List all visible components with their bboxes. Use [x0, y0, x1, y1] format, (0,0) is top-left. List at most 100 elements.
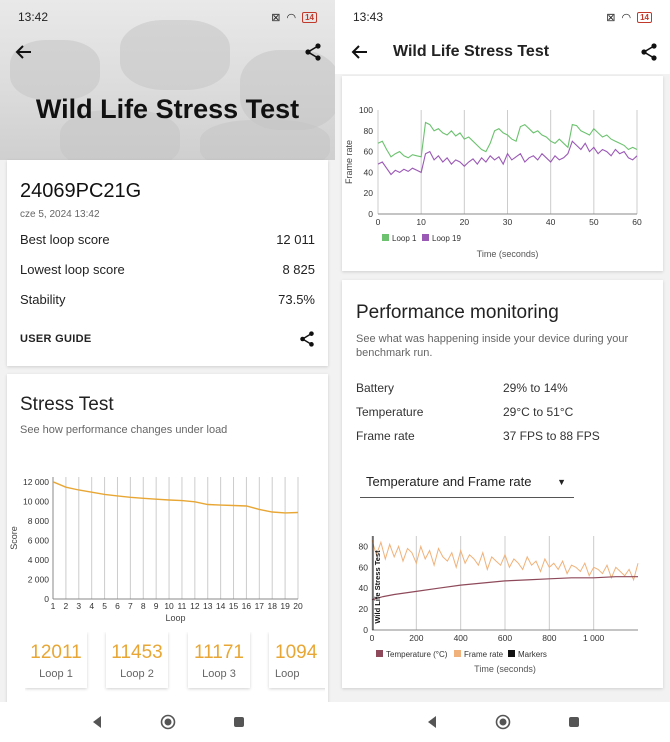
- nav-recents-icon[interactable]: [232, 715, 246, 729]
- perf-value: 29% to 14%: [503, 381, 568, 395]
- wifi-icon: ◠: [286, 11, 297, 24]
- summary-row: Best loop score 12 011: [20, 232, 315, 247]
- perf-label: Battery: [356, 381, 395, 395]
- frame-rate-chart: 0 10 20 30 40 50 60 0 20 40 60 80 100 Frame rate Loop …: [344, 105, 642, 259]
- x-tick-label: 10: [164, 601, 174, 611]
- no-sim-icon: ⊠: [271, 11, 281, 24]
- app-bar: Wild Life Stress Test: [335, 30, 670, 74]
- x-axis-label: Time (seconds): [477, 249, 539, 259]
- device-name: 24069PC21G: [20, 180, 142, 202]
- summary-card: 24069PC21G cze 5, 2024 13:42 Best loop s…: [7, 160, 328, 366]
- loop-card[interactable]: 1094 Loop: [269, 632, 325, 688]
- summary-value: 8 825: [282, 262, 315, 277]
- summary-value: 73.5%: [278, 292, 315, 307]
- right-screen: 13:43 ⊠ ◠ 14 Wild Life Stress Test 0 10 20…: [335, 0, 670, 742]
- x-tick-label: 7: [128, 601, 133, 611]
- y-tick-label: 80: [359, 541, 369, 551]
- performance-card: Performance monitoring See what was happ…: [342, 280, 663, 688]
- x-tick-label: 2: [64, 601, 69, 611]
- loop-score: 12011: [30, 642, 82, 663]
- loop-card[interactable]: 11171 Loop 3: [188, 632, 250, 688]
- x-tick-label: 12: [190, 601, 200, 611]
- y-tick-label: 8 000: [28, 516, 50, 526]
- x-tick-label: 18: [267, 601, 277, 611]
- perf-row: Frame rate 37 FPS to 88 FPS: [356, 424, 649, 448]
- status-bar: 13:43 ⊠ ◠ 14: [335, 0, 670, 34]
- loop-score: 1094: [275, 642, 318, 663]
- perf-label: Frame rate: [356, 429, 415, 443]
- x-tick-label: 19: [280, 601, 290, 611]
- series-line-loop-1: [377, 121, 638, 159]
- nav-back-icon[interactable]: [90, 715, 104, 729]
- loop-card[interactable]: 12011 Loop 1: [25, 632, 87, 688]
- x-tick-label: 1 000: [583, 633, 605, 643]
- x-tick-label: 400: [454, 633, 468, 643]
- test-date: cze 5, 2024 13:42: [20, 209, 100, 220]
- x-tick-label: 0: [370, 633, 375, 643]
- y-tick-label: 40: [359, 583, 369, 593]
- x-tick-label: 5: [102, 601, 107, 611]
- y-axis-label: Score: [9, 526, 19, 550]
- summary-row: Stability 73.5%: [20, 292, 315, 307]
- x-tick-label: 10: [416, 217, 426, 227]
- no-sim-icon: ⊠: [606, 11, 616, 24]
- nav-back-icon[interactable]: [425, 715, 439, 729]
- loop-score: 11171: [193, 642, 244, 663]
- hero-title: Wild Life Stress Test: [35, 94, 300, 124]
- chart-type-dropdown[interactable]: Temperature and Frame rate ▼: [360, 466, 574, 498]
- x-tick-label: 30: [503, 217, 513, 227]
- x-tick-label: 1: [51, 601, 56, 611]
- app-bar-title: Wild Life Stress Test: [393, 43, 550, 60]
- status-time: 13:42: [18, 10, 49, 24]
- x-tick-label: 800: [542, 633, 556, 643]
- series-line-loop-19: [377, 140, 638, 176]
- loop-strip[interactable]: 12011 Loop 1 11453 Loop 2 11171 Loop 3 1…: [25, 632, 325, 694]
- x-tick-label: 6: [115, 601, 120, 611]
- legend-label: Markers: [518, 650, 547, 659]
- x-tick-label: 17: [255, 601, 265, 611]
- temp-fps-chart: 0 200 400 600 800 1 000 0 20 40 60 80 Wild Life Str…: [359, 536, 639, 674]
- navigation-bar: [0, 702, 335, 742]
- series-line-temperature: [371, 576, 638, 601]
- y-tick-label: 12 000: [23, 477, 49, 487]
- x-tick-label: 0: [376, 217, 381, 227]
- share-button[interactable]: [301, 40, 325, 64]
- y-tick-label: 0: [368, 209, 373, 219]
- x-tick-label: 40: [546, 217, 556, 227]
- x-tick-label: 4: [89, 601, 94, 611]
- x-tick-label: 20: [460, 217, 470, 227]
- loop-label: Loop 3: [202, 668, 236, 680]
- nav-home-icon[interactable]: [160, 714, 176, 730]
- dropdown-value: Temperature and Frame rate: [366, 474, 532, 489]
- y-tick-label: 80: [364, 126, 374, 136]
- y-tick-label: 6 000: [28, 535, 50, 545]
- back-arrow-icon[interactable]: [351, 43, 369, 61]
- legend-swatch: [454, 650, 461, 657]
- battery-icon: 14: [302, 11, 317, 23]
- x-axis-label: Time (seconds): [474, 664, 536, 674]
- nav-home-icon[interactable]: [495, 714, 511, 730]
- series-line-frame-rate: [371, 540, 639, 582]
- navigation-bar: [335, 702, 670, 742]
- frame-rate-card: 0 10 20 30 40 50 60 0 20 40 60 80 100 Frame rate Loop …: [342, 76, 663, 271]
- user-guide-link[interactable]: USER GUIDE: [20, 333, 92, 345]
- nav-recents-icon[interactable]: [567, 715, 581, 729]
- share-icon[interactable]: [640, 43, 658, 61]
- share-icon[interactable]: [299, 331, 315, 347]
- y-tick-label: 100: [359, 105, 373, 115]
- x-tick-label: 16: [242, 601, 252, 611]
- perf-row: Temperature 29°C to 51°C: [356, 400, 649, 424]
- x-tick-label: 600: [498, 633, 512, 643]
- stress-title: Stress Test: [20, 394, 114, 415]
- y-tick-label: 60: [364, 147, 374, 157]
- legend-label: Temperature (°C): [386, 650, 448, 659]
- x-tick-label: 8: [141, 601, 146, 611]
- loop-card[interactable]: 11453 Loop 2: [106, 632, 168, 688]
- legend-swatch: [382, 234, 389, 241]
- summary-label: Stability: [20, 292, 66, 307]
- summary-label: Best loop score: [20, 232, 110, 247]
- back-button[interactable]: [12, 40, 36, 64]
- hero-banner: Wild Life Stress Test: [0, 0, 335, 160]
- legend-swatch: [422, 234, 429, 241]
